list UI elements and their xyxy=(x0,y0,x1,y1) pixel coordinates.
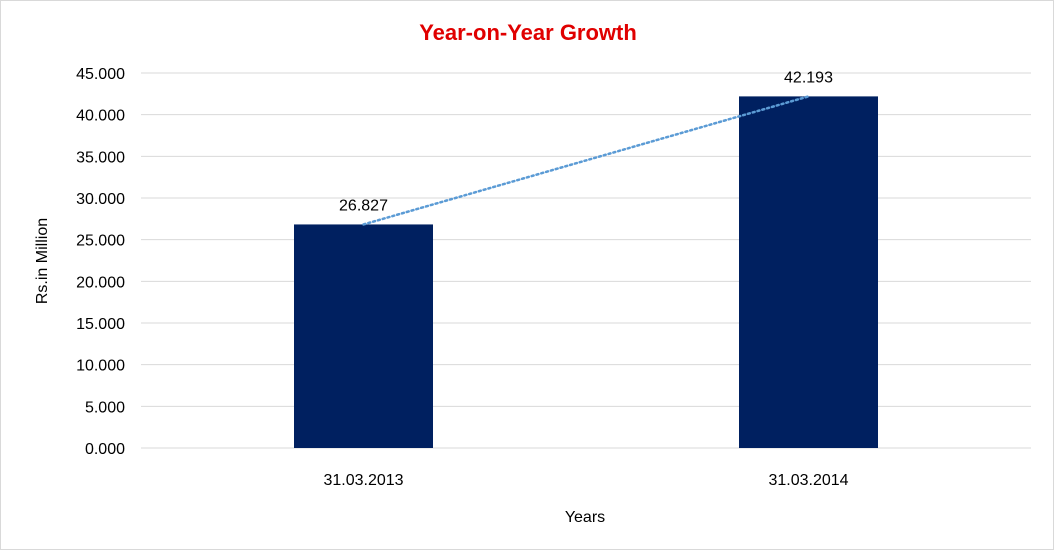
x-tick-label: 31.03.2014 xyxy=(768,472,848,489)
y-axis-ticks: 0.000 5.000 10.000 15.000 20.000 25.000 30.000… xyxy=(76,66,125,458)
y-tick-label: 20.000 xyxy=(76,274,125,291)
y-tick-label: 35.000 xyxy=(76,149,125,166)
data-labels: 26.827 42.193 xyxy=(339,69,833,214)
gridlines xyxy=(141,72,1031,449)
trendline-group xyxy=(362,95,810,226)
y-tick-label: 25.000 xyxy=(76,233,125,250)
y-tick-label: 5.000 xyxy=(85,399,125,416)
y-tick-label: 40.000 xyxy=(76,108,125,125)
bars xyxy=(294,96,878,449)
x-axis-title: Years xyxy=(565,509,605,526)
trendline xyxy=(362,95,810,226)
y-tick-label: 30.000 xyxy=(76,191,125,208)
y-tick-label: 45.000 xyxy=(76,66,125,83)
bar-31.03.2014 xyxy=(739,96,878,449)
chart-title: Year-on-Year Growth xyxy=(419,20,637,45)
y-tick-label: 0.000 xyxy=(85,441,125,458)
y-tick-label: 10.000 xyxy=(76,358,125,375)
y-axis-title: Rs.in Million xyxy=(34,218,51,304)
data-label: 26.827 xyxy=(339,197,388,214)
x-tick-label: 31.03.2013 xyxy=(323,472,403,489)
x-axis-ticks: 31.03.2013 31.03.2014 xyxy=(323,472,848,489)
y-tick-label: 15.000 xyxy=(76,316,125,333)
bar-31.03.2013 xyxy=(294,224,433,448)
data-label: 42.193 xyxy=(784,69,833,86)
